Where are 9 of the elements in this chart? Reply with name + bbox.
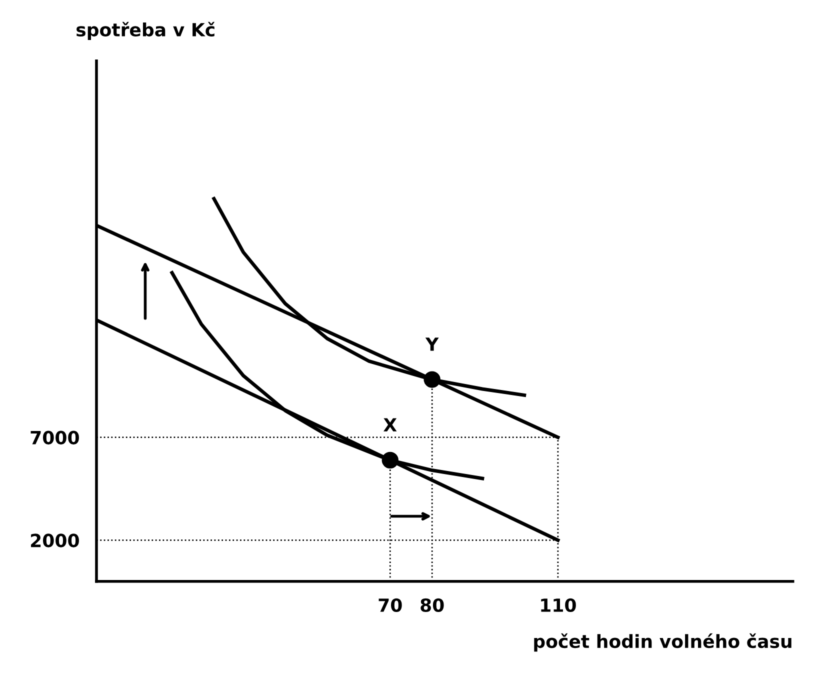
- x-axis-title: počet hodin volného času: [534, 633, 792, 652]
- annotation: X: [384, 418, 397, 432]
- x-tick-label: 110: [541, 598, 576, 612]
- y-axis-title: spotřeba v Kč: [76, 22, 215, 40]
- y-tick-label: 7000: [30, 430, 79, 444]
- annotation: Y: [425, 338, 439, 351]
- y-tick-label: 2000: [30, 534, 79, 548]
- x-tick-label: 70: [378, 598, 402, 612]
- x-tick-label: 80: [420, 598, 444, 612]
